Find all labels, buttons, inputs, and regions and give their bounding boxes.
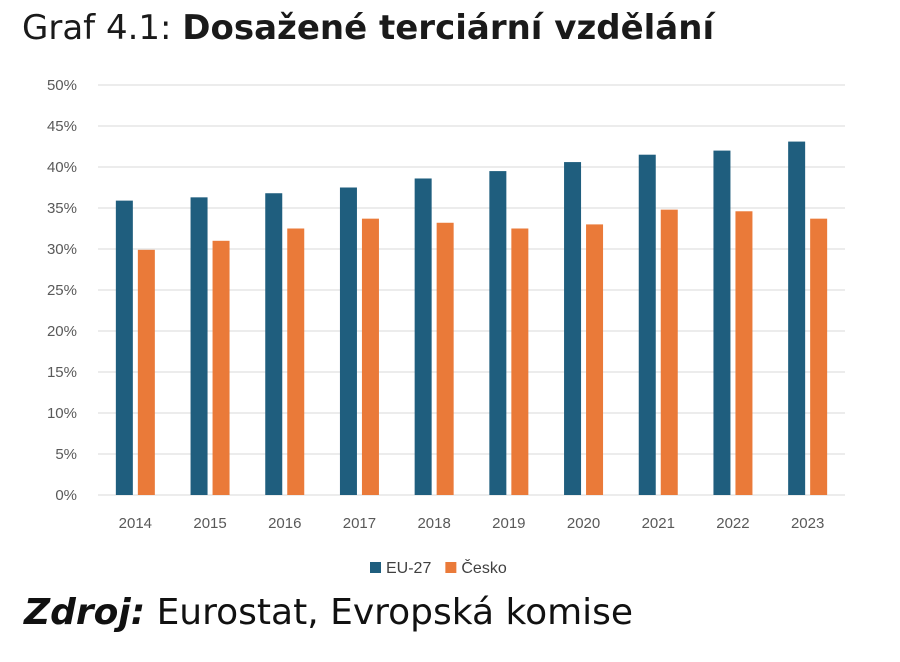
y-tick-label: 5% — [55, 446, 77, 463]
chart-number: Graf 4.1: — [22, 8, 172, 48]
bars — [115, 141, 828, 496]
y-tick-label: 0% — [55, 487, 77, 504]
chart-title-text: Dosažené terciární vzdělání — [182, 8, 715, 48]
source-label: Zdroj: — [24, 592, 146, 633]
bar-eu27-2014 — [115, 200, 133, 495]
bar-cesko-2020 — [586, 224, 604, 495]
x-tick-label: 2021 — [642, 515, 675, 532]
bar-eu27-2022 — [713, 150, 731, 495]
y-tick-label: 35% — [47, 200, 77, 217]
bar-cesko-2015 — [212, 240, 230, 495]
legend-label: Česko — [461, 558, 506, 577]
bar-eu27-2015 — [190, 197, 208, 495]
legend-swatch — [370, 562, 381, 573]
bar-eu27-2016 — [265, 193, 283, 496]
x-tick-label: 2019 — [492, 515, 525, 532]
x-tick-label: 2014 — [119, 515, 152, 532]
x-tick-label: 2018 — [417, 515, 450, 532]
legend: EU-27 Česko — [370, 558, 507, 577]
x-tick-label: 2023 — [791, 515, 824, 532]
x-tick-label: 2020 — [567, 515, 600, 532]
y-tick-label: 30% — [47, 241, 77, 258]
x-axis-ticks: 2014 2015 2016 2017 2018 2019 2020 2021 2022 2023 — [119, 515, 825, 532]
bar-cesko-2022 — [735, 211, 753, 495]
bar-eu27-2018 — [414, 178, 432, 496]
y-tick-label: 40% — [47, 159, 77, 176]
y-tick-label: 50% — [47, 77, 77, 94]
bar-eu27-2019 — [489, 171, 507, 495]
y-tick-label: 45% — [47, 118, 77, 135]
bar-cesko-2014 — [137, 249, 155, 495]
legend-label: EU-27 — [386, 560, 431, 577]
source-note: Zdroj: Eurostat, Evropská komise — [24, 592, 633, 633]
bar-eu27-2021 — [638, 154, 656, 495]
y-axis-ticks: 0% 5% 10% 15% 20% 25% 30% 35% 40% 45% 50% — [47, 77, 77, 504]
x-tick-label: 2022 — [716, 515, 749, 532]
chart-title: Graf 4.1: Dosažené terciární vzdělání — [22, 8, 714, 48]
gridlines — [98, 84, 845, 496]
x-tick-label: 2015 — [193, 515, 226, 532]
source-text: Eurostat, Evropská komise — [156, 592, 634, 633]
bar-eu27-2017 — [339, 187, 357, 495]
bar-eu27-2023 — [788, 141, 806, 495]
bar-cesko-2023 — [810, 218, 828, 495]
bar-cesko-2019 — [511, 228, 529, 495]
y-tick-label: 15% — [47, 364, 77, 381]
bar-cesko-2018 — [436, 222, 454, 495]
bar-cesko-2016 — [287, 228, 305, 495]
legend-swatch — [445, 562, 457, 573]
y-tick-label: 10% — [47, 405, 77, 422]
x-tick-label: 2017 — [343, 515, 376, 532]
y-tick-label: 20% — [47, 323, 77, 340]
bar-cesko-2021 — [660, 209, 678, 495]
x-tick-label: 2016 — [268, 515, 301, 532]
y-tick-label: 25% — [47, 282, 77, 299]
bar-eu27-2020 — [564, 162, 582, 495]
bar-cesko-2017 — [361, 218, 379, 495]
